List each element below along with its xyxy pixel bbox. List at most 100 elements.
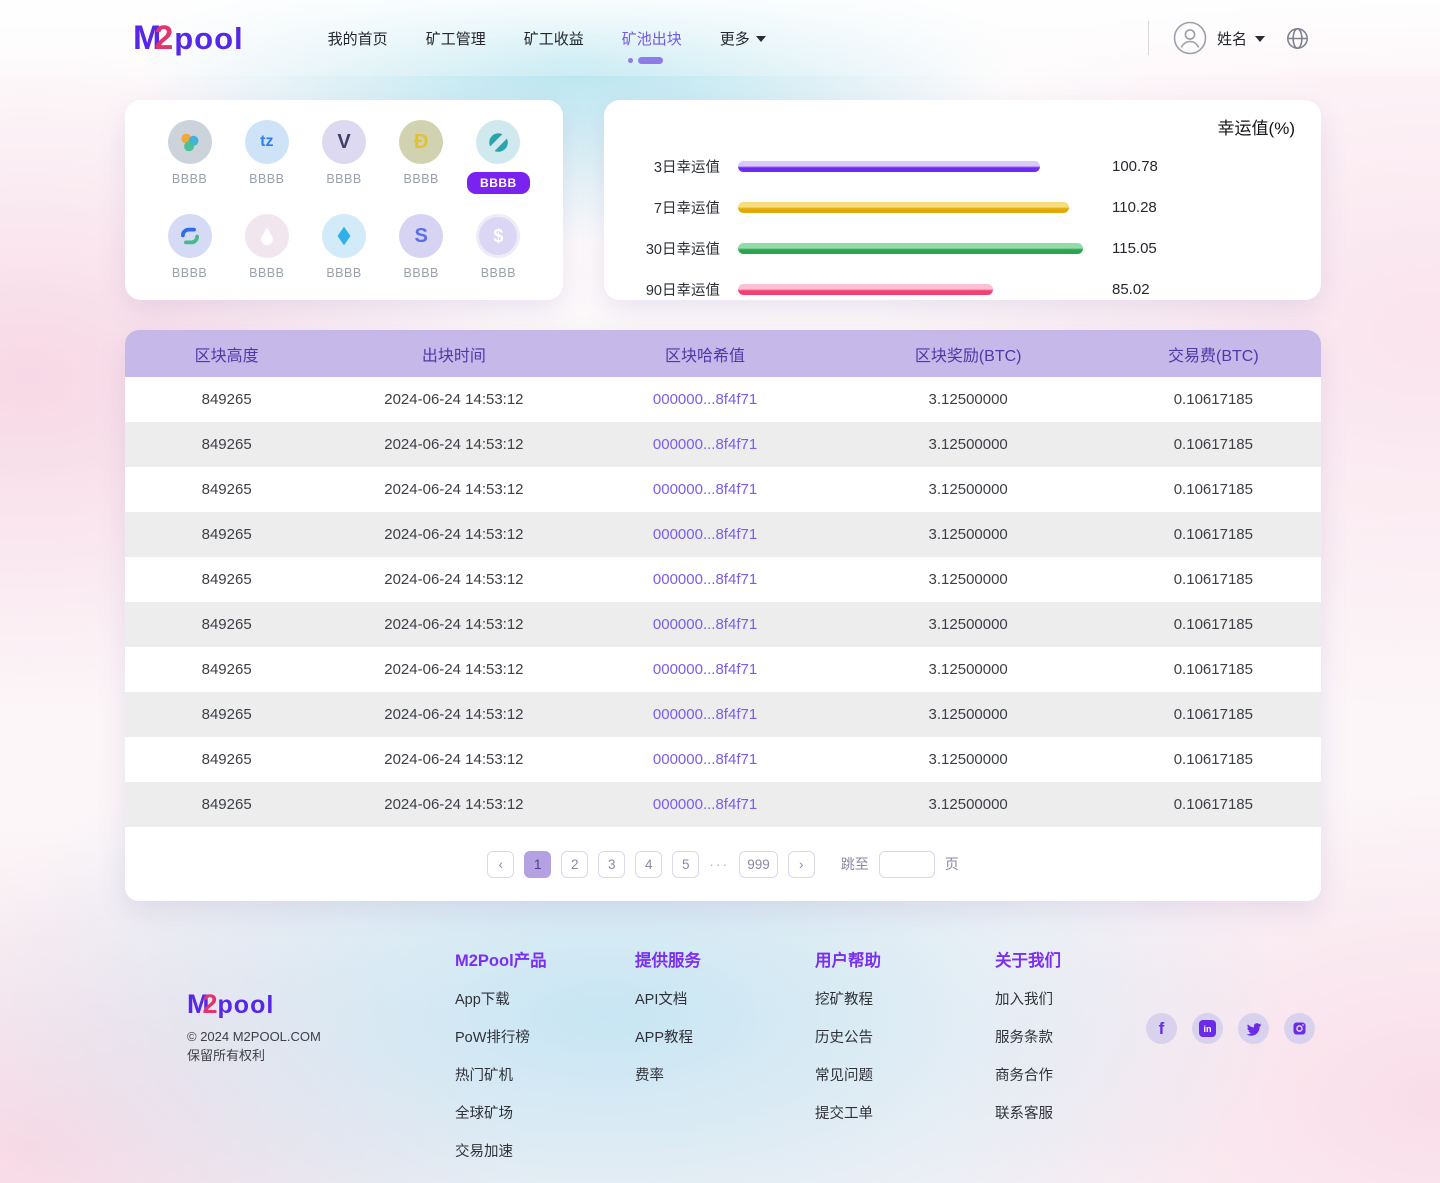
- page-jump: 跳至 页: [841, 850, 959, 878]
- footer-link[interactable]: 交易加速: [455, 1144, 513, 1160]
- table-cell: 849265: [201, 616, 252, 633]
- page-button-1[interactable]: 1: [524, 850, 552, 878]
- indicator-dot: [627, 58, 633, 63]
- bar-fill: [738, 284, 994, 295]
- bar-category-label: 30日幸运值: [645, 242, 720, 258]
- table-cell: 2024-06-24 14:53:12: [384, 436, 524, 453]
- footer-link[interactable]: 费率: [635, 1068, 664, 1084]
- ontology-coin-icon: [476, 120, 521, 164]
- m2pool-logo[interactable]: M 2 pool: [133, 19, 244, 58]
- facebook-icon[interactable]: f: [1146, 1013, 1177, 1044]
- twitter-icon[interactable]: [1238, 1013, 1269, 1044]
- chevron-down-icon[interactable]: [1255, 36, 1265, 42]
- nav-item-矿池出块[interactable]: 矿池出块: [622, 0, 682, 76]
- bar-value-label: 110.28: [1112, 199, 1157, 216]
- coin-selector-panel: BBBB tz BBBB V BBBB Đ BBBB BBBB BBBB BBBB BBBB S BBB…: [125, 100, 563, 300]
- footer-link[interactable]: API文档: [635, 992, 688, 1008]
- table-cell: 3.12500000: [928, 391, 1008, 408]
- table-row: 849265 2024-06-24 14:53:12 000000...8f4f71…: [125, 467, 1321, 512]
- block-hash-link[interactable]: 000000...8f4f71: [652, 481, 758, 498]
- nav-item-更多[interactable]: 更多: [720, 0, 766, 76]
- logo-text: M: [133, 18, 162, 57]
- block-hash-link[interactable]: 000000...8f4f71: [652, 796, 758, 813]
- coin-item[interactable]: BBBB: [228, 210, 305, 290]
- next-page-button[interactable]: ›: [787, 850, 815, 878]
- footer-column: 用户帮助 挖矿教程 历史公告 常见问题 提交工单: [815, 947, 995, 1178]
- footer-link[interactable]: 联系客服: [995, 1106, 1053, 1122]
- footer-link[interactable]: 全球矿场: [455, 1106, 513, 1122]
- block-hash-link[interactable]: 000000...8f4f71: [652, 661, 758, 678]
- table-row: 849265 2024-06-24 14:53:12 000000...8f4f71…: [125, 647, 1321, 692]
- page-button-2[interactable]: 2: [561, 850, 589, 878]
- footer-link[interactable]: App下载: [455, 992, 510, 1008]
- lucky-bar-row: 90日幸运值 85.02: [604, 269, 1295, 310]
- block-hash-link[interactable]: 000000...8f4f71: [652, 526, 758, 543]
- coin-item[interactable]: BBBB: [460, 116, 537, 204]
- table-cell: 849265: [201, 481, 252, 498]
- pagination: ‹ 1 2 3 4 5 ··· 999 › 跳至 页: [125, 827, 1321, 901]
- table-cell: 3.12500000: [928, 616, 1008, 633]
- chevron-down-icon: [755, 36, 766, 42]
- coin-item[interactable]: BBBB: [151, 210, 228, 290]
- coin-label: BBBB: [326, 266, 362, 280]
- table-cell: 3.12500000: [928, 661, 1008, 678]
- user-name[interactable]: 姓名: [1216, 30, 1247, 48]
- bar-category-label: 3日幸运值: [653, 160, 720, 176]
- dogecoin-coin-icon: Đ: [399, 120, 444, 164]
- table-column-header: 出块时间: [328, 330, 580, 377]
- block-hash-link[interactable]: 000000...8f4f71: [652, 616, 758, 633]
- footer-logo[interactable]: M 2 pool: [187, 989, 455, 1020]
- nav-item-label: 更多: [719, 30, 750, 48]
- block-hash-link[interactable]: 000000...8f4f71: [652, 436, 758, 453]
- table-cell: 849265: [201, 661, 252, 678]
- page-button-4[interactable]: 4: [635, 850, 663, 878]
- linkedin-icon[interactable]: in: [1192, 1013, 1223, 1044]
- coin-item[interactable]: V BBBB: [305, 116, 382, 204]
- block-hash-link[interactable]: 000000...8f4f71: [652, 706, 758, 723]
- coin-item[interactable]: BBBB: [305, 210, 382, 290]
- footer-link[interactable]: 历史公告: [815, 1030, 873, 1046]
- block-hash-link[interactable]: 000000...8f4f71: [652, 751, 758, 768]
- table-row: 849265 2024-06-24 14:53:12 000000...8f4f71…: [125, 602, 1321, 647]
- bar-track: [738, 202, 1098, 213]
- footer-link[interactable]: 提交工单: [815, 1106, 873, 1122]
- footer-link[interactable]: APP教程: [635, 1030, 694, 1046]
- page-button-3[interactable]: 3: [598, 850, 626, 878]
- nav-item-矿工收益[interactable]: 矿工收益: [524, 0, 584, 76]
- table-row: 849265 2024-06-24 14:53:12 000000...8f4f71…: [125, 512, 1321, 557]
- instagram-icon[interactable]: [1284, 1013, 1315, 1044]
- blocks-table-card: 区块高度 出块时间 区块哈希值 区块奖励(BTC) 交易费(BTC) 849265 202…: [125, 330, 1321, 901]
- coin-label: BBBB: [403, 172, 439, 186]
- nav-item-矿工管理[interactable]: 矿工管理: [426, 0, 486, 76]
- block-hash-link[interactable]: 000000...8f4f71: [652, 571, 758, 588]
- coin-item[interactable]: Đ BBBB: [383, 116, 460, 204]
- footer-link[interactable]: 服务条款: [995, 1030, 1053, 1046]
- active-nav-indicator: [627, 57, 663, 64]
- footer-link[interactable]: PoW排行榜: [455, 1030, 530, 1046]
- jump-page-input[interactable]: [878, 850, 935, 878]
- table-cell: 849265: [201, 796, 252, 813]
- footer-link[interactable]: 加入我们: [995, 992, 1053, 1008]
- coin-item[interactable]: tz BBBB: [228, 116, 305, 204]
- language-globe-icon[interactable]: [1285, 26, 1310, 51]
- coin-item[interactable]: S BBBB: [383, 210, 460, 290]
- footer-link[interactable]: 常见问题: [815, 1068, 873, 1084]
- coin-item[interactable]: $ BBBB: [460, 210, 537, 290]
- pagination-ellipsis: ···: [709, 856, 730, 872]
- block-hash-link[interactable]: 000000...8f4f71: [652, 391, 758, 408]
- logo-text: pool: [174, 20, 244, 56]
- dollar-coin-icon: $: [476, 214, 521, 258]
- user-avatar-icon[interactable]: [1173, 21, 1207, 55]
- coin-item[interactable]: BBBB: [151, 116, 228, 204]
- prev-page-button[interactable]: ‹: [487, 850, 515, 878]
- nav-item-我的首页[interactable]: 我的首页: [328, 0, 388, 76]
- coin-label: BBBB: [326, 172, 362, 186]
- table-column-header: 区块奖励(BTC): [830, 330, 1106, 377]
- page-button-999[interactable]: 999: [739, 850, 778, 878]
- footer-link[interactable]: 挖矿教程: [815, 992, 873, 1008]
- page-button-5[interactable]: 5: [672, 850, 700, 878]
- bar-value-label: 85.02: [1112, 281, 1150, 298]
- footer-link[interactable]: 热门矿机: [455, 1068, 513, 1084]
- table-cell: 3.12500000: [928, 571, 1008, 588]
- footer-link[interactable]: 商务合作: [995, 1068, 1053, 1084]
